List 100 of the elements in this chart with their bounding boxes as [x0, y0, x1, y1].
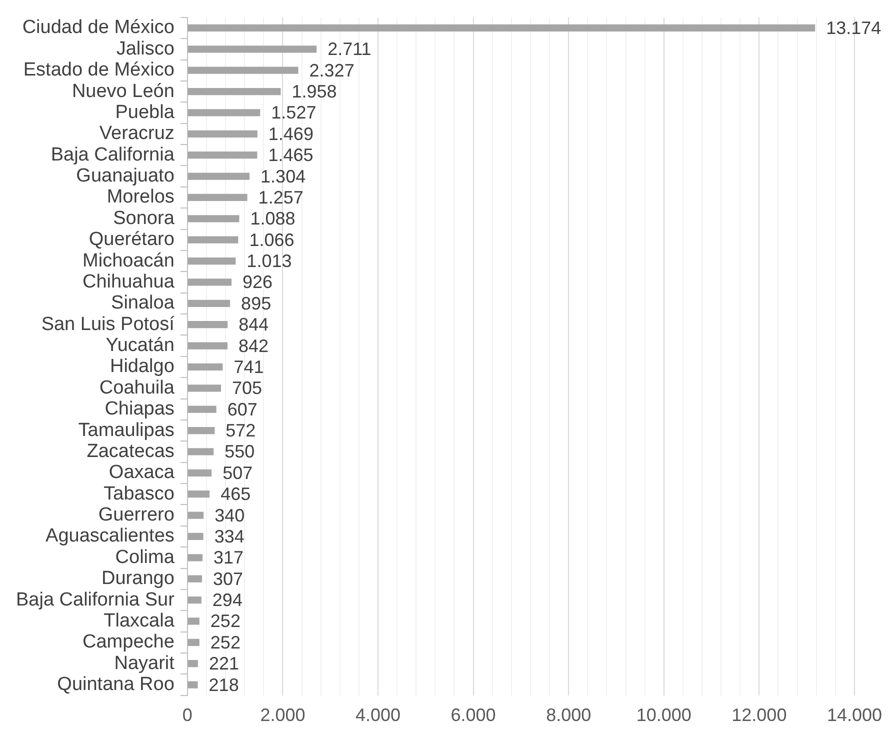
y-tick-label: Durango — [102, 568, 174, 590]
data-label: 218 — [208, 674, 239, 695]
bar — [188, 109, 260, 116]
bar — [188, 618, 200, 625]
y-tick-label: Michoacán — [82, 250, 174, 272]
data-label: 705 — [232, 378, 262, 398]
y-tick-label: Baja California Sur — [16, 589, 176, 610]
data-label: 844 — [238, 314, 269, 335]
bar — [188, 172, 250, 180]
data-label: 895 — [241, 293, 272, 314]
bar — [188, 278, 232, 286]
bar — [188, 342, 228, 350]
y-tick-label: Sonora — [113, 208, 175, 229]
y-tick-label: Aguascalientes — [46, 526, 174, 547]
data-label: 252 — [210, 611, 240, 632]
bar — [188, 554, 203, 562]
x-tick-label: 8.000 — [546, 705, 592, 726]
bar — [188, 300, 230, 307]
y-tick-label: Yucatán — [106, 335, 174, 356]
x-tick-label: 12.000 — [732, 705, 787, 726]
bar — [188, 88, 281, 96]
y-tick-label: Oaxaca — [108, 462, 175, 484]
y-tick-label: San Luis Potosí — [41, 314, 176, 335]
x-tick-label: 10.000 — [636, 705, 692, 726]
bar — [188, 321, 228, 328]
bar — [188, 152, 258, 159]
y-tick-label: Guerrero — [98, 504, 174, 526]
y-tick-label: Chihuahua — [82, 271, 175, 292]
bar — [188, 426, 215, 434]
data-label: 307 — [213, 568, 244, 589]
y-tick-label: Colima — [115, 546, 175, 568]
bar — [188, 681, 198, 688]
x-tick-label: 14.000 — [826, 705, 882, 726]
y-tick-label: Tamaulipas — [78, 420, 174, 441]
bar — [188, 406, 216, 413]
x-tick-label: 0 — [182, 705, 192, 726]
bar — [188, 448, 214, 456]
data-label: 842 — [238, 336, 269, 356]
data-label: 572 — [226, 420, 256, 441]
y-tick-label: Nuevo León — [72, 80, 174, 102]
data-label: 1.465 — [268, 145, 314, 166]
bar — [188, 469, 212, 476]
bar — [188, 575, 202, 582]
data-label: 926 — [242, 272, 273, 292]
x-tick-label: 6.000 — [450, 705, 496, 726]
data-label: 2.711 — [328, 39, 372, 60]
y-tick-label: Campeche — [82, 632, 174, 653]
bar — [188, 66, 298, 74]
bar — [188, 215, 240, 222]
data-label: 507 — [222, 462, 253, 483]
data-label: 221 — [208, 654, 239, 674]
y-tick-label: Baja California — [50, 144, 175, 166]
y-tick-label: Coahuila — [99, 377, 175, 398]
data-label: 1.257 — [258, 187, 304, 208]
y-tick-label: Zacatecas — [86, 440, 174, 462]
bar — [188, 24, 816, 32]
data-label: 13.174 — [826, 18, 882, 38]
bar — [188, 46, 317, 53]
data-label: 334 — [214, 526, 244, 546]
y-tick-label: Ciudad de México — [22, 17, 174, 38]
y-tick-label: Morelos — [106, 186, 174, 208]
data-label: 1.527 — [271, 102, 316, 123]
y-tick-label: Tabasco — [104, 483, 174, 504]
x-tick-label: 4.000 — [355, 705, 401, 726]
data-label: 1.958 — [292, 82, 337, 102]
data-label: 465 — [220, 484, 251, 504]
bar — [188, 596, 202, 604]
data-label: 294 — [212, 590, 242, 610]
data-label: 550 — [224, 442, 255, 462]
bar — [188, 384, 221, 392]
data-label: 1.088 — [250, 208, 296, 229]
bar — [188, 638, 200, 646]
y-tick-label: Querétaro — [88, 229, 174, 250]
data-label: 1.304 — [260, 166, 306, 186]
data-label: 340 — [214, 505, 245, 526]
y-tick-label: Sinaloa — [111, 292, 175, 314]
bar — [188, 194, 248, 202]
y-tick-label: Chiapas — [104, 398, 174, 420]
data-label: 317 — [214, 548, 244, 568]
y-tick-label: Nayarit — [114, 652, 176, 674]
data-label: 607 — [227, 399, 258, 420]
data-label: 252 — [210, 632, 240, 652]
data-label: 1.013 — [246, 251, 292, 272]
bar — [188, 660, 198, 668]
y-tick-label: Hidalgo — [110, 356, 174, 378]
y-tick-label: Veracruz — [99, 123, 174, 144]
y-tick-label: Quintana Roo — [57, 674, 174, 696]
y-tick-label: Estado de México — [23, 60, 174, 81]
bar — [188, 257, 236, 265]
y-tick-label: Guanajuato — [76, 166, 174, 187]
bar — [188, 490, 210, 498]
bar — [188, 236, 238, 244]
bar — [188, 130, 258, 138]
x-tick-label: 2.000 — [260, 705, 306, 726]
data-label: 2.327 — [309, 60, 354, 80]
bar — [188, 512, 204, 519]
bar — [188, 532, 204, 540]
bar — [188, 363, 223, 371]
data-label: 741 — [234, 356, 264, 377]
y-tick-label: Puebla — [115, 102, 175, 123]
